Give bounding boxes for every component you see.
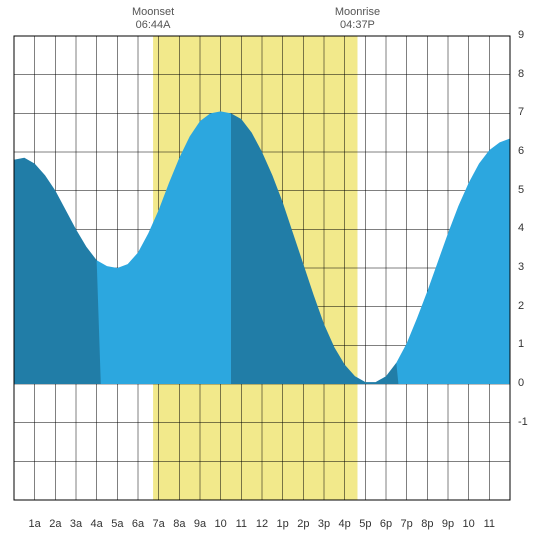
moonset-title: Moonset (123, 6, 183, 19)
moonrise-time: 04:37P (327, 19, 387, 32)
xtick-label: 2p (297, 518, 309, 530)
chart-svg (0, 0, 550, 550)
moonset-time: 06:44A (123, 19, 183, 32)
moonrise-annotation: Moonrise 04:37P (327, 6, 387, 32)
moonrise-title: Moonrise (327, 6, 387, 19)
tide-chart: Moonset 06:44A Moonrise 04:37P -10123456… (0, 0, 550, 550)
ytick-label: -1 (518, 416, 528, 428)
xtick-label: 3a (70, 518, 82, 530)
ytick-label: 1 (518, 338, 524, 350)
xtick-label: 5a (111, 518, 123, 530)
xtick-label: 11 (484, 518, 495, 530)
xtick-label: 2a (49, 518, 61, 530)
xtick-label: 6p (380, 518, 392, 530)
xtick-label: 3p (318, 518, 330, 530)
xtick-label: 8p (421, 518, 433, 530)
xtick-label: 11 (236, 518, 247, 530)
ytick-label: 7 (518, 106, 524, 118)
moonset-annotation: Moonset 06:44A (123, 6, 183, 32)
xtick-label: 1a (29, 518, 41, 530)
xtick-label: 4p (339, 518, 351, 530)
ytick-label: 8 (518, 68, 524, 80)
xtick-label: 9a (194, 518, 206, 530)
xtick-label: 9p (442, 518, 454, 530)
ytick-label: 0 (518, 377, 524, 389)
xtick-label: 4a (91, 518, 103, 530)
ytick-label: 6 (518, 145, 524, 157)
xtick-label: 6a (132, 518, 144, 530)
ytick-label: 5 (518, 184, 524, 196)
ytick-label: 2 (518, 300, 524, 312)
xtick-label: 1p (277, 518, 289, 530)
xtick-label: 12 (256, 518, 268, 530)
xtick-label: 7p (401, 518, 413, 530)
xtick-label: 8a (173, 518, 185, 530)
xtick-label: 10 (463, 518, 475, 530)
xtick-label: 5p (359, 518, 371, 530)
ytick-label: 4 (518, 222, 524, 234)
ytick-label: 9 (518, 29, 524, 41)
xtick-label: 10 (215, 518, 227, 530)
ytick-label: 3 (518, 261, 524, 273)
xtick-label: 7a (153, 518, 165, 530)
